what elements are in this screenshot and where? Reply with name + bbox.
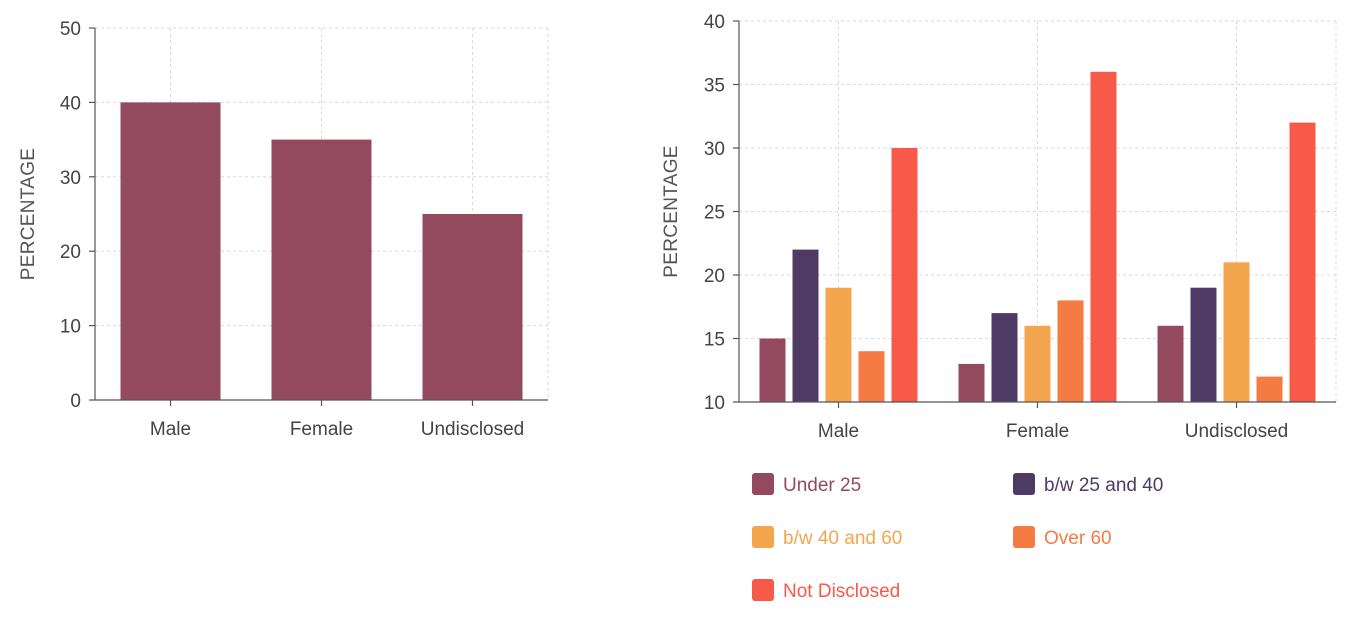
bar-undisclosed <box>422 214 523 400</box>
y-tick-label: 40 <box>60 93 81 114</box>
bar-undisclosed-not-disclosed <box>1289 122 1316 402</box>
y-tick-label: 50 <box>60 19 81 40</box>
y-tick-label: 40 <box>704 12 725 33</box>
y-tick-label: 30 <box>704 139 725 160</box>
x-tick-label: Female <box>290 419 353 440</box>
legend-swatch <box>1013 526 1035 548</box>
y-tick-label: 35 <box>704 76 725 97</box>
bar-male-under-25 <box>759 338 786 402</box>
legend-item: b/w 25 and 40 <box>1013 473 1163 496</box>
x-tick-label: Undisclosed <box>1185 421 1289 442</box>
y-tick-label: 10 <box>60 317 81 338</box>
x-tick-label: Undisclosed <box>421 419 525 440</box>
bar-undisclosed-b-25-40 <box>1190 287 1217 402</box>
x-tick-label: Female <box>1006 421 1069 442</box>
bar-female-under-25 <box>958 363 985 402</box>
bar-undisclosed-over-60 <box>1256 376 1283 402</box>
legend-label: Over 60 <box>1044 528 1112 549</box>
legend-swatch <box>752 579 774 601</box>
legend-item: Under 25 <box>752 473 861 496</box>
y-axis-label: PERCENTAGE <box>18 148 39 281</box>
x-tick-label: Male <box>818 421 859 442</box>
legend: Under 25 b/w 25 and 40 b/w 40 and 60 Over 6… <box>752 473 1163 602</box>
bar-female-over-60 <box>1057 300 1084 402</box>
y-tick-label: 15 <box>704 330 725 351</box>
legend-label: Not Disclosed <box>783 581 900 602</box>
bar-female-b-40-60 <box>1024 325 1051 402</box>
y-tick-label: 20 <box>704 266 725 287</box>
y-tick-label: 25 <box>704 203 725 224</box>
bar-male-not-disclosed <box>891 148 918 402</box>
y-axis-label: PERCENTAGE <box>661 145 682 278</box>
age-by-gender-chart: 10 15 20 25 30 35 40 Male Female Undisclosed PERCE… <box>661 12 1337 602</box>
bar-male-b-25-40 <box>792 249 819 402</box>
bar-female-b-25-40 <box>991 313 1018 402</box>
x-tick-label: Male <box>150 419 191 440</box>
legend-swatch <box>1013 473 1035 495</box>
legend-label: b/w 25 and 40 <box>1044 475 1163 496</box>
gender-percentage-chart: 0 10 20 30 40 50 Male Female Undisclosed PERCENTA… <box>18 19 549 440</box>
bar-undisclosed-under-25 <box>1157 325 1184 402</box>
legend-label: b/w 40 and 60 <box>783 528 902 549</box>
bar-female <box>271 139 372 400</box>
legend-item: Over 60 <box>1013 526 1112 549</box>
bar-male <box>120 102 221 401</box>
legend-swatch <box>752 473 774 495</box>
bar-male-b-40-60 <box>825 287 852 402</box>
legend-item: b/w 40 and 60 <box>752 526 902 549</box>
bar-undisclosed-b-40-60 <box>1223 262 1250 402</box>
y-tick-label: 20 <box>60 242 81 263</box>
bar-female-not-disclosed <box>1090 71 1117 403</box>
legend-label: Under 25 <box>783 475 861 496</box>
y-tick-label: 0 <box>70 391 81 412</box>
legend-swatch <box>752 526 774 548</box>
y-tick-label: 30 <box>60 168 81 189</box>
bar-male-over-60 <box>858 351 885 402</box>
legend-item: Not Disclosed <box>752 579 900 602</box>
y-tick-label: 10 <box>704 393 725 414</box>
